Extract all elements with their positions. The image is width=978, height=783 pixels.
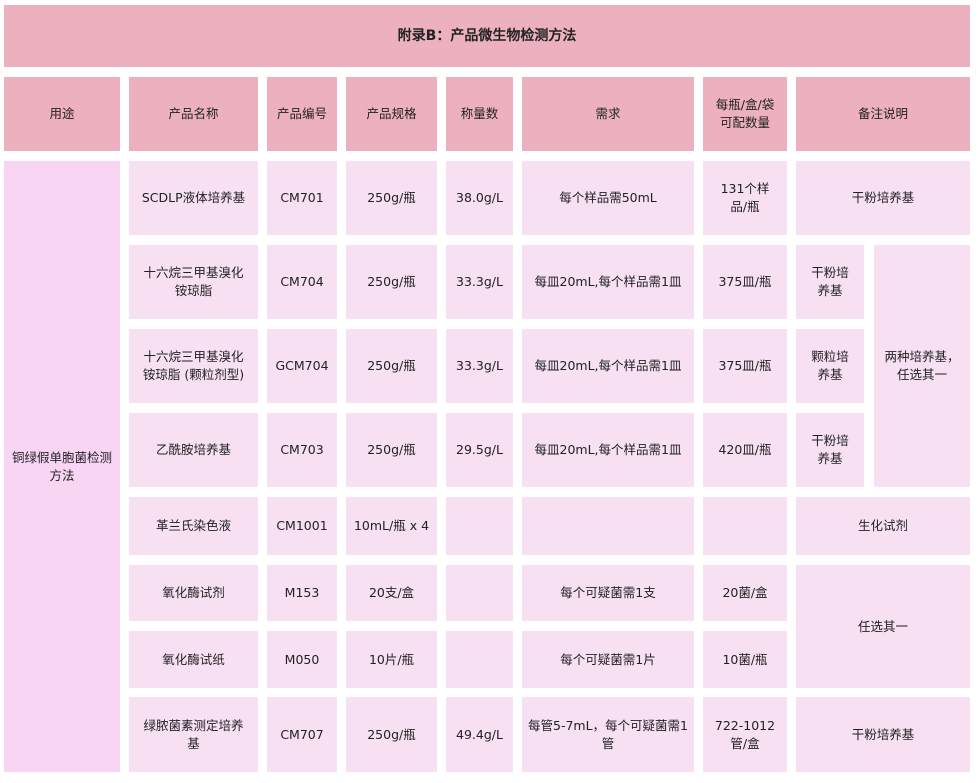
weight-cell bbox=[446, 497, 513, 555]
product-name-cell: 革兰氏染色液 bbox=[129, 497, 258, 555]
product-code-cell: GCM704 bbox=[267, 329, 337, 403]
product-name-cell: SCDLP液体培养基 bbox=[129, 161, 258, 235]
spec-cell: 250g/瓶 bbox=[346, 329, 437, 403]
table-title: 附录B：产品微生物检测方法 bbox=[4, 5, 970, 67]
spec-cell: 10mL/瓶 x 4 bbox=[346, 497, 437, 555]
use-cell: 铜绿假单胞菌检测方法 bbox=[4, 161, 120, 772]
quantity-cell: 375皿/瓶 bbox=[703, 245, 787, 319]
quantity-cell: 131个样品/瓶 bbox=[703, 161, 787, 235]
note-cell: 生化试剂 bbox=[796, 497, 970, 555]
header-need: 需求 bbox=[522, 77, 694, 151]
need-cell: 每个可疑菌需1片 bbox=[522, 631, 694, 688]
quantity-cell: 375皿/瓶 bbox=[703, 329, 787, 403]
product-code-cell: CM707 bbox=[267, 697, 337, 772]
product-code-cell: M153 bbox=[267, 565, 337, 621]
need-cell: 每皿20mL,每个样品需1皿 bbox=[522, 413, 694, 487]
header-quantity: 每瓶/盒/袋可配数量 bbox=[703, 77, 787, 151]
spec-cell: 20支/盒 bbox=[346, 565, 437, 621]
product-code-cell: CM703 bbox=[267, 413, 337, 487]
need-cell: 每皿20mL,每个样品需1皿 bbox=[522, 245, 694, 319]
need-cell: 每管5-7mL，每个可疑菌需1管 bbox=[522, 697, 694, 772]
note-cell: 干粉培养基 bbox=[796, 413, 864, 487]
weight-cell: 49.4g/L bbox=[446, 697, 513, 772]
need-cell: 每个可疑菌需1支 bbox=[522, 565, 694, 621]
quantity-cell bbox=[703, 497, 787, 555]
note-cell: 任选其一 bbox=[796, 565, 970, 688]
weight-cell bbox=[446, 565, 513, 621]
weight-cell: 29.5g/L bbox=[446, 413, 513, 487]
spec-cell: 250g/瓶 bbox=[346, 413, 437, 487]
note-cell: 干粉培养基 bbox=[796, 161, 970, 235]
spec-cell: 250g/瓶 bbox=[346, 697, 437, 772]
spec-cell: 250g/瓶 bbox=[346, 245, 437, 319]
product-code-cell: CM1001 bbox=[267, 497, 337, 555]
need-cell: 每个样品需50mL bbox=[522, 161, 694, 235]
weight-cell: 38.0g/L bbox=[446, 161, 513, 235]
header-weight: 称量数 bbox=[446, 77, 513, 151]
product-code-cell: CM701 bbox=[267, 161, 337, 235]
header-note: 备注说明 bbox=[796, 77, 970, 151]
product-name-cell: 乙酰胺培养基 bbox=[129, 413, 258, 487]
note-cell: 干粉培养基 bbox=[796, 245, 864, 319]
product-code-cell: M050 bbox=[267, 631, 337, 688]
weight-cell: 33.3g/L bbox=[446, 245, 513, 319]
header-product-code: 产品编号 bbox=[267, 77, 337, 151]
product-name-cell: 氧化酶试剂 bbox=[129, 565, 258, 621]
header-product-name: 产品名称 bbox=[129, 77, 258, 151]
header-spec: 产品规格 bbox=[346, 77, 437, 151]
header-use: 用途 bbox=[4, 77, 120, 151]
merged-note-cell: 两种培养基，任选其一 bbox=[874, 245, 970, 487]
weight-cell bbox=[446, 631, 513, 688]
quantity-cell: 20菌/盒 bbox=[703, 565, 787, 621]
spec-cell: 250g/瓶 bbox=[346, 161, 437, 235]
quantity-cell: 722-1012管/盒 bbox=[703, 697, 787, 772]
quantity-cell: 10菌/瓶 bbox=[703, 631, 787, 688]
spec-cell: 10片/瓶 bbox=[346, 631, 437, 688]
product-name-cell: 氧化酶试纸 bbox=[129, 631, 258, 688]
product-name-cell: 十六烷三甲基溴化铵琼脂 (颗粒剂型) bbox=[129, 329, 258, 403]
weight-cell: 33.3g/L bbox=[446, 329, 513, 403]
product-name-cell: 绿脓菌素测定培养基 bbox=[129, 697, 258, 772]
quantity-cell: 420皿/瓶 bbox=[703, 413, 787, 487]
need-cell: 每皿20mL,每个样品需1皿 bbox=[522, 329, 694, 403]
note-cell: 干粉培养基 bbox=[796, 697, 970, 772]
note-cell: 颗粒培养基 bbox=[796, 329, 864, 403]
product-name-cell: 十六烷三甲基溴化铵琼脂 bbox=[129, 245, 258, 319]
need-cell bbox=[522, 497, 694, 555]
product-code-cell: CM704 bbox=[267, 245, 337, 319]
